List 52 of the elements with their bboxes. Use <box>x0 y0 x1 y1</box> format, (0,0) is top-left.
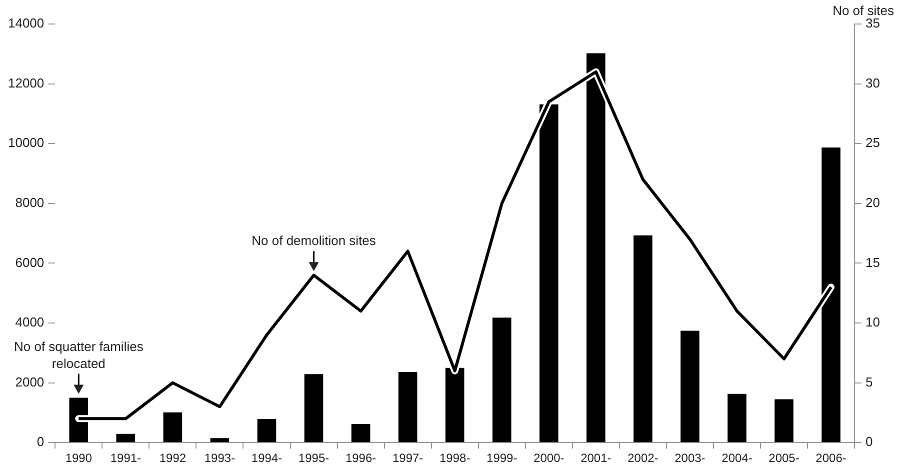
bar <box>398 372 418 442</box>
bar <box>492 318 512 442</box>
x-tick-label: 2002- <box>628 451 658 466</box>
x-tick-label: 1997- <box>392 451 424 466</box>
y-tick-label: 12000 <box>8 75 44 90</box>
x-tick-label: 2005- <box>768 451 800 466</box>
bar <box>351 424 370 442</box>
x-tick-label: 2000- <box>534 451 564 466</box>
y2-tick-label: 25 <box>866 135 880 150</box>
x-tick-label: 1990 <box>65 451 92 466</box>
y-tick-label: 14000 <box>8 16 44 31</box>
bar <box>680 330 700 442</box>
x-tick-label: 2006- <box>816 451 846 466</box>
y-tick-label: 4000 <box>15 314 44 330</box>
y2-tick-label: 15 <box>866 254 880 270</box>
x-tick-label: 1991- <box>110 451 142 466</box>
bar <box>210 438 230 442</box>
x-tick-label: 1998- <box>439 451 470 466</box>
x-tick-label: 1996- <box>345 451 376 466</box>
y-tick-label: 6000 <box>15 254 44 270</box>
bar <box>304 374 324 442</box>
bar <box>257 418 276 442</box>
bar <box>634 235 652 442</box>
y-tick-label: 8000 <box>15 194 44 210</box>
x-tick-label: 1992 <box>159 451 186 466</box>
y2-tick-label: 5 <box>866 374 873 390</box>
bar <box>445 368 464 442</box>
y2-axis-title: No of sites <box>832 3 894 18</box>
y-tick-label: 2000 <box>15 374 44 390</box>
y2-tick-label: 10 <box>866 314 880 330</box>
x-tick-label: 2001- <box>580 451 612 466</box>
x-tick-label: 2003- <box>674 451 706 466</box>
x-tick-label: 1995- <box>298 451 330 466</box>
annotation: No of demolition sites <box>252 233 376 248</box>
bar <box>728 394 746 442</box>
y-tick-label: 0 <box>36 434 44 450</box>
annotation: No of squatter families relocated <box>14 338 144 371</box>
x-tick-label: 2004- <box>722 451 752 466</box>
y-tick-label: 10000 <box>8 135 44 150</box>
y2-tick-label: 20 <box>866 194 880 210</box>
x-tick-label: 1994- <box>251 451 282 466</box>
bar <box>586 53 606 442</box>
y2-tick-label: 0 <box>866 434 873 450</box>
bar <box>539 104 558 442</box>
y2-tick-label: 30 <box>866 75 880 90</box>
bar <box>774 399 794 442</box>
x-tick-label: 1999- <box>486 451 518 466</box>
y2-tick-label: 35 <box>866 16 880 31</box>
bar <box>116 434 136 442</box>
bar <box>163 412 182 442</box>
x-tick-label: 1993- <box>204 451 236 466</box>
bar <box>822 147 840 442</box>
